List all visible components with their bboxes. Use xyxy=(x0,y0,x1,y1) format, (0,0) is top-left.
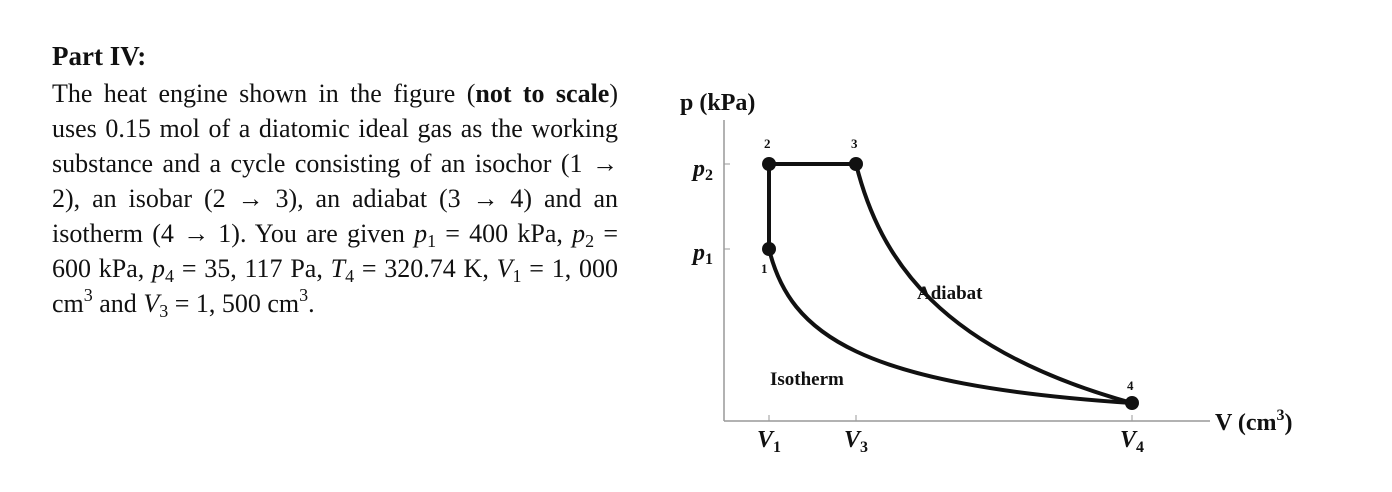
point xyxy=(1125,396,1139,410)
adiabat xyxy=(854,163,1133,405)
text-run: 4 xyxy=(165,266,175,286)
text-run: = 600 kPa, xyxy=(52,219,618,283)
text-run: V xyxy=(496,254,513,283)
y-axis-label: p (kPa) xyxy=(680,90,755,116)
text-run: 4 xyxy=(345,266,355,286)
text-run: and xyxy=(92,289,144,318)
text-run: 1 xyxy=(427,231,437,251)
point xyxy=(849,157,863,171)
text-run: ) uses 0.15 mol of a diatomic ideal gas … xyxy=(52,79,619,248)
text-run: p xyxy=(572,219,586,248)
text-run: not to scale xyxy=(475,79,610,108)
x-axis-label: V (cm3) xyxy=(1215,407,1293,436)
y-tick-label: p1 xyxy=(691,240,713,268)
text-run: = 1, 500 cm xyxy=(168,289,300,318)
text-run: 3 xyxy=(83,285,93,305)
point-label: 3 xyxy=(851,136,858,151)
axes xyxy=(723,120,1210,422)
points xyxy=(762,157,1139,410)
isochor-isobar xyxy=(767,162,856,249)
heading: Part IV: xyxy=(52,41,147,71)
x-tick-label: V1 xyxy=(757,427,781,456)
x-tick-label: V3 xyxy=(844,427,868,456)
point xyxy=(762,157,776,171)
point-label: 1 xyxy=(761,261,768,276)
text-run: = 320.74 K, xyxy=(354,254,497,283)
isotherm xyxy=(767,248,1133,405)
text-run: = 400 kPa, xyxy=(436,219,573,248)
text-run: = 1, 000 cm xyxy=(52,254,618,318)
text-run: T xyxy=(330,254,346,283)
text-run: 3 xyxy=(159,301,169,321)
text-run: 1 xyxy=(512,266,522,286)
curve-label: Isotherm xyxy=(770,369,844,390)
curve-label: Adiabat xyxy=(917,283,983,304)
text-run: . xyxy=(308,289,315,318)
text-run: V xyxy=(143,289,160,318)
text-run: The heat engine shown in the figure ( xyxy=(52,79,476,108)
problem-text: The heat engine shown in the figure (not… xyxy=(52,76,618,321)
problem: Part IV: The heat engine shown in the fi… xyxy=(52,38,618,321)
point-label: 4 xyxy=(1127,378,1134,393)
x-tick-label: V4 xyxy=(1120,427,1144,456)
text-run: 3 xyxy=(299,285,309,305)
point xyxy=(762,242,776,256)
text-run: p xyxy=(152,254,166,283)
text-run: p xyxy=(414,219,428,248)
point-label: 2 xyxy=(764,136,771,151)
text-run: = 35, 117 Pa, xyxy=(174,254,331,283)
y-tick-label: p2 xyxy=(691,156,713,184)
text-run: 2 xyxy=(585,231,595,251)
